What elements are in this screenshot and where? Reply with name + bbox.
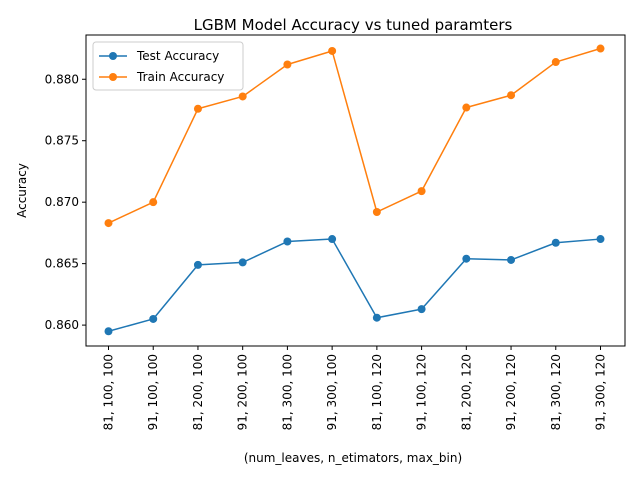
data-point [417, 187, 426, 196]
data-point [193, 104, 202, 113]
series-line [108, 47, 601, 224]
x-tick-label: 81, 200, 120 [459, 354, 473, 430]
y-axis: 0.860 0.865 0.870 0.875 0.880 [45, 72, 86, 332]
data-point [193, 260, 202, 269]
series-1 [104, 44, 605, 228]
data-point [238, 92, 247, 101]
data-point [149, 314, 158, 323]
legend-label: Test Accuracy [136, 49, 219, 63]
x-tick-label: 91, 200, 100 [236, 354, 250, 430]
x-axis: 81, 100, 100 91, 100, 100 81, 200, 100 91, … [102, 346, 608, 430]
y-tick-label: 0.865 [45, 257, 79, 271]
x-tick-label: 91, 100, 120 [415, 354, 429, 430]
data-point [328, 46, 337, 55]
data-point [462, 103, 471, 112]
x-tick-label: 91, 200, 120 [504, 354, 518, 430]
y-tick-label: 0.860 [45, 318, 79, 332]
data-point [238, 258, 247, 267]
chart-title: LGBM Model Accuracy vs tuned paramters [194, 16, 513, 34]
data-point [507, 255, 516, 264]
x-tick-label: 91, 100, 100 [146, 354, 160, 430]
x-tick-label: 91, 300, 120 [594, 354, 608, 430]
series-layer [104, 44, 605, 336]
x-tick-label: 81, 100, 100 [102, 354, 116, 430]
legend-box [92, 41, 244, 91]
data-point [328, 235, 337, 244]
y-tick-label: 0.870 [45, 195, 79, 209]
data-point [551, 238, 560, 247]
x-tick-label: 91, 300, 100 [325, 354, 339, 430]
data-point [462, 254, 471, 263]
x-tick-label: 81, 100, 120 [370, 354, 384, 430]
data-point [104, 327, 113, 336]
series-0 [104, 235, 605, 336]
x-tick-label: 81, 200, 100 [191, 354, 205, 430]
x-axis-label: (num_leaves, n_etimators, max_bin) [244, 451, 462, 465]
data-point [283, 60, 292, 69]
legend-item: Train Accuracy [99, 70, 224, 84]
series-line [108, 238, 601, 332]
data-point [596, 235, 605, 244]
data-point [596, 44, 605, 53]
y-axis-label: Accuracy [15, 163, 29, 218]
legend-label: Train Accuracy [136, 70, 224, 84]
x-tick-label: 81, 300, 120 [549, 354, 563, 430]
data-point [507, 91, 516, 100]
x-tick-label: 81, 300, 100 [280, 354, 294, 430]
y-tick-label: 0.875 [45, 134, 79, 148]
data-point [417, 305, 426, 314]
legend-item: Test Accuracy [99, 49, 219, 63]
data-point [104, 219, 113, 228]
legend: Test Accuracy Train Accuracy [92, 41, 244, 91]
plot-frame [85, 34, 626, 347]
legend-marker [109, 52, 117, 60]
data-point [372, 313, 381, 322]
data-point [372, 208, 381, 217]
y-tick-label: 0.880 [45, 72, 79, 86]
data-point [149, 198, 158, 207]
data-point [551, 58, 560, 67]
data-point [283, 237, 292, 246]
legend-marker [109, 73, 117, 81]
